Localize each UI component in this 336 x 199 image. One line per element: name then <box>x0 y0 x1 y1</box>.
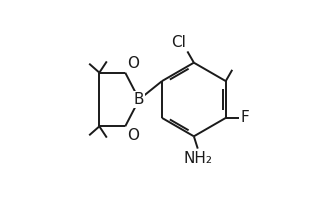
Text: F: F <box>240 110 249 125</box>
Text: B: B <box>134 92 144 107</box>
Text: O: O <box>127 56 139 71</box>
Text: O: O <box>127 128 139 143</box>
Text: NH₂: NH₂ <box>183 151 212 166</box>
Text: Cl: Cl <box>172 35 186 50</box>
